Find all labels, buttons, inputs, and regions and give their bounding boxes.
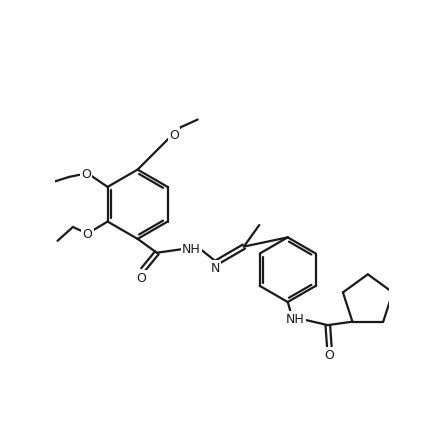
Text: O: O (136, 271, 146, 284)
Text: O: O (83, 227, 93, 240)
Text: O: O (81, 168, 91, 181)
Text: O: O (324, 348, 334, 361)
Text: O: O (169, 129, 179, 142)
Text: NH: NH (286, 313, 305, 326)
Text: N: N (211, 261, 220, 274)
Text: NH: NH (182, 242, 201, 255)
